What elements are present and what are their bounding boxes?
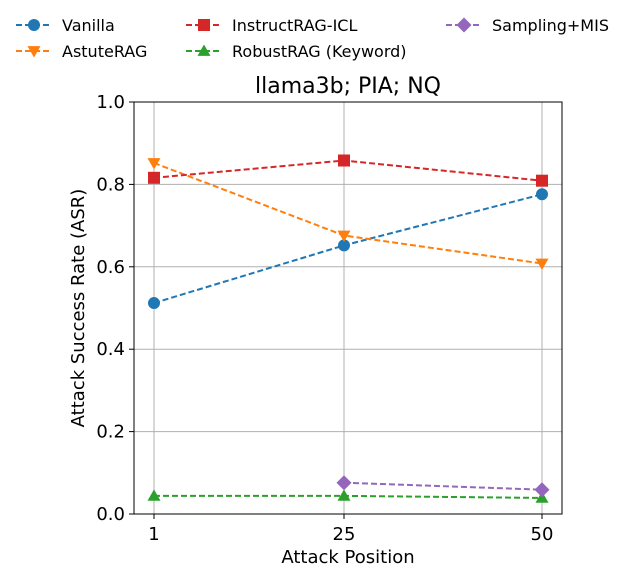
- series-layer: [147, 154, 550, 503]
- y-tick-label: 0.6: [96, 257, 125, 278]
- legend-label: Vanilla: [62, 16, 115, 35]
- legend-marker: [456, 17, 472, 33]
- data-point-instructrag-icl: [338, 154, 350, 167]
- legend-item-instructrag-icl: InstructRAG-ICL: [186, 16, 357, 35]
- legend-item-astuterag: AstuteRAG: [16, 42, 147, 61]
- y-tick-label: 0.4: [96, 339, 125, 360]
- chart-title: llama3b; PIA; NQ: [255, 74, 441, 99]
- series-vanilla: [148, 188, 548, 310]
- data-point-vanilla: [338, 239, 350, 252]
- data-point-instructrag-icl: [148, 171, 160, 184]
- series-astuterag: [147, 158, 549, 271]
- legend-item-robustrag-keyword: RobustRAG (Keyword): [186, 42, 407, 61]
- legend-label: AstuteRAG: [62, 42, 147, 61]
- data-point-vanilla: [148, 297, 160, 310]
- data-point-vanilla: [536, 188, 548, 201]
- series-line-sampling-mis: [343, 481, 543, 491]
- data-point-sampling-mis: [336, 475, 352, 491]
- legend-label: RobustRAG (Keyword): [232, 42, 407, 61]
- ticks: 0.0 0.2 0.4 0.6 0.8 1.0 1 25 50: [96, 92, 553, 545]
- y-tick-label: 0.8: [96, 174, 125, 195]
- data-point-astuterag: [535, 258, 549, 271]
- x-axis-label: Attack Position: [281, 547, 414, 568]
- legend-item-vanilla: Vanilla: [16, 16, 115, 35]
- legend-label: InstructRAG-ICL: [232, 16, 357, 35]
- series-robustrag-keyword: [147, 489, 549, 503]
- y-tick-label: 0.2: [96, 422, 125, 443]
- legend: Vanilla AstuteRAG InstructRAG-ICL RobustRAG…: [16, 16, 609, 61]
- data-point-astuterag: [337, 230, 351, 242]
- data-point-robustrag-keyword: [147, 489, 161, 501]
- plot-frame: [133, 101, 563, 515]
- series-instructrag-icl: [148, 154, 548, 187]
- data-point-robustrag-keyword: [337, 489, 351, 501]
- data-point-sampling-mis: [534, 482, 550, 498]
- x-tick-label: 1: [148, 524, 159, 545]
- legend-marker: [197, 44, 211, 56]
- legend-marker: [27, 46, 41, 58]
- legend-marker: [198, 19, 210, 31]
- x-tick-label: 50: [531, 524, 554, 545]
- y-tick-label: 1.0: [96, 92, 125, 113]
- legend-item-sampling-mis: Sampling+MIS: [446, 16, 609, 35]
- y-axis-label: Attack Success Rate (ASR): [68, 189, 89, 428]
- legend-marker: [28, 19, 40, 31]
- y-tick-label: 0.0: [96, 504, 125, 525]
- legend-label: Sampling+MIS: [492, 16, 609, 35]
- data-point-instructrag-icl: [536, 174, 548, 187]
- series-sampling-mis: [336, 475, 550, 498]
- data-point-astuterag: [147, 158, 161, 170]
- x-tick-label: 25: [333, 524, 356, 545]
